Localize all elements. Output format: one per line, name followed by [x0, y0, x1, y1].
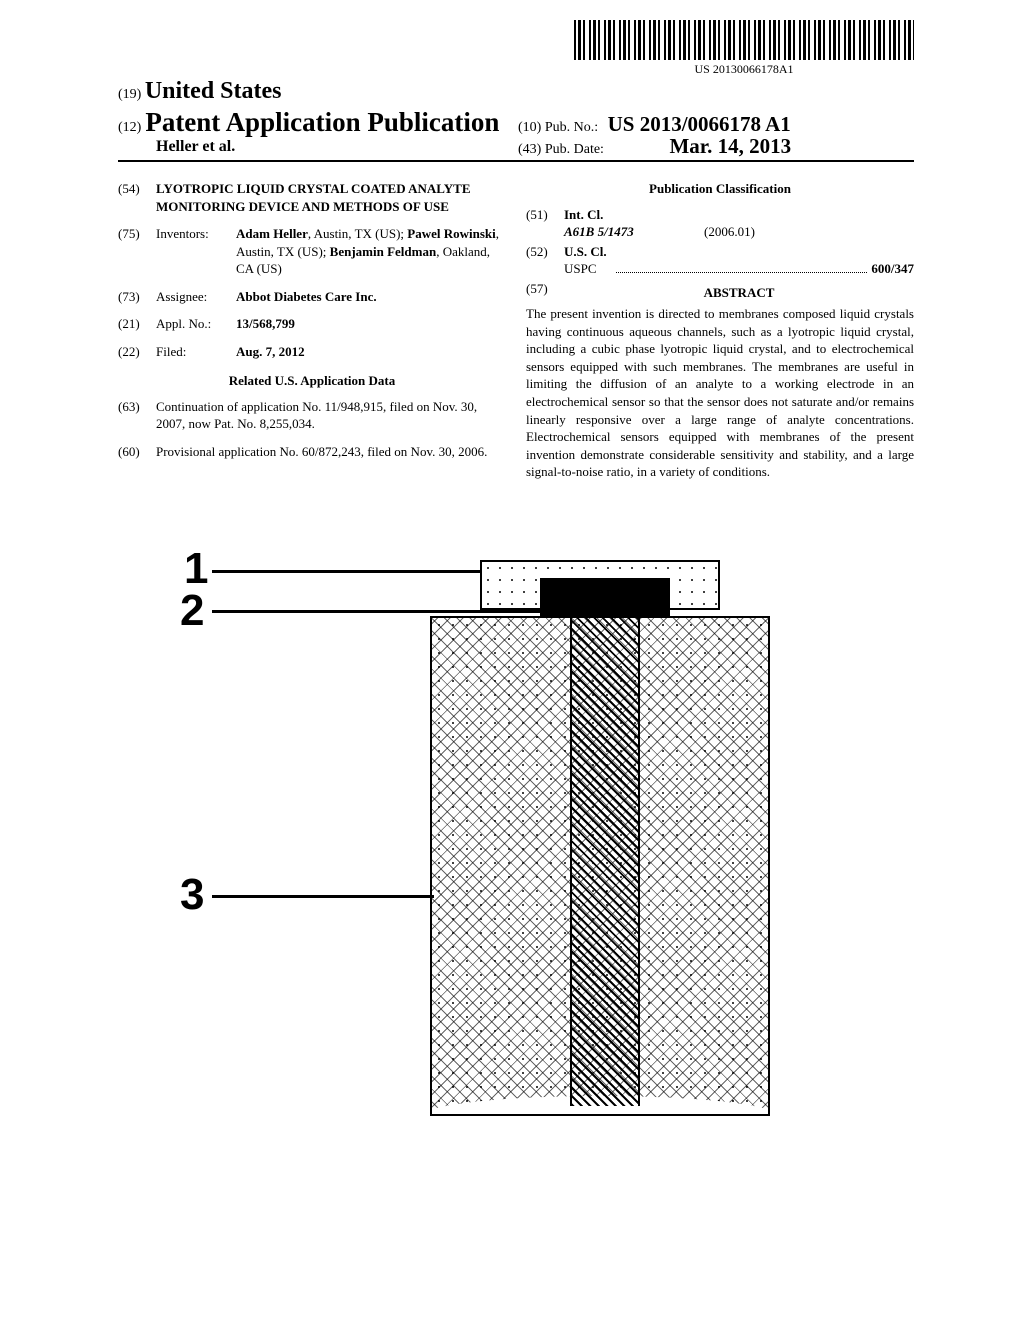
publication-number: US 2013/0066178 A1 — [608, 112, 791, 136]
continuation-text: Continuation of application No. 11/948,9… — [156, 398, 506, 433]
figure-black-rect — [540, 578, 670, 618]
country-name: United States — [145, 78, 282, 104]
assignee-label: Assignee: — [156, 288, 236, 306]
inventor-2: Pawel Rowinski — [407, 226, 495, 241]
header-divider — [118, 160, 914, 162]
header-country-row: (19) United States — [118, 78, 914, 105]
uspc-value: 600/347 — [871, 260, 914, 278]
intcl-year: (2006.01) — [704, 223, 755, 241]
inventors-entry: (75) Inventors: Adam Heller, Austin, TX … — [118, 225, 506, 278]
uspc-dots — [616, 272, 867, 273]
abstract-head-entry: (57) ABSTRACT — [526, 280, 914, 306]
publication-date: Mar. 14, 2013 — [669, 134, 791, 158]
code-51: (51) — [526, 206, 564, 241]
continuation-entry: (63) Continuation of application No. 11/… — [118, 398, 506, 433]
title-entry: (54) LYOTROPIC LIQUID CRYSTAL COATED ANA… — [118, 180, 506, 215]
code-52: (52) — [526, 243, 564, 278]
code-10: (10) — [518, 120, 541, 135]
classification-heading: Publication Classification — [526, 180, 914, 198]
uscl-entry: (52) U.S. Cl. USPC 600/347 — [526, 243, 914, 278]
inventors-label: Inventors: — [156, 225, 236, 278]
header-pubtype-row: (12) Patent Application Publication — [118, 107, 914, 138]
code-19: (19) — [118, 87, 141, 102]
intcl-label: Int. Cl. — [564, 206, 914, 224]
abstract-heading: ABSTRACT — [564, 284, 914, 302]
document-header: (19) United States (12) Patent Applicati… — [118, 78, 914, 156]
code-43: (43) — [518, 142, 541, 157]
code-75: (75) — [118, 225, 156, 278]
code-22: (22) — [118, 343, 156, 361]
code-21: (21) — [118, 315, 156, 333]
inventors-list: Adam Heller, Austin, TX (US); Pawel Rowi… — [236, 225, 506, 278]
intcl-row: A61B 5/1473 (2006.01) — [564, 223, 914, 241]
filed-date: Aug. 7, 2012 — [236, 343, 506, 361]
provisional-entry: (60) Provisional application No. 60/872,… — [118, 443, 506, 461]
inventor-1: Adam Heller — [236, 226, 308, 241]
code-54: (54) — [118, 180, 156, 215]
intcl-body: Int. Cl. A61B 5/1473 (2006.01) — [564, 206, 914, 241]
intcl-code: A61B 5/1473 — [564, 223, 704, 241]
content-columns: (54) LYOTROPIC LIQUID CRYSTAL COATED ANA… — [118, 180, 914, 481]
applno-label: Appl. No.: — [156, 315, 236, 333]
filed-label: Filed: — [156, 343, 236, 361]
header-date-row: (43) Pub. Date: Mar. 14, 2013 — [518, 134, 791, 159]
uspc-label: USPC — [564, 260, 612, 278]
figure-line-1 — [212, 570, 480, 573]
uscl-body: U.S. Cl. USPC 600/347 — [564, 243, 914, 278]
abstract-text: The present invention is directed to mem… — [526, 305, 914, 480]
pubdate-label: Pub. Date: — [545, 142, 604, 157]
uspc-row: USPC 600/347 — [564, 260, 914, 278]
figure-line-2 — [212, 610, 542, 613]
filed-entry: (22) Filed: Aug. 7, 2012 — [118, 343, 506, 361]
barcode-section: US 20130066178A1 — [574, 20, 914, 77]
inventor-3: Benjamin Feldman — [330, 244, 437, 259]
invention-title: LYOTROPIC LIQUID CRYSTAL COATED ANALYTE … — [156, 180, 506, 215]
assignee-entry: (73) Assignee: Abbot Diabetes Care Inc. — [118, 288, 506, 306]
barcode-image — [574, 20, 914, 60]
barcode-text: US 20130066178A1 — [574, 62, 914, 77]
code-63: (63) — [118, 398, 156, 433]
related-heading: Related U.S. Application Data — [118, 372, 506, 390]
assignee-name: Abbot Diabetes Care Inc. — [236, 288, 506, 306]
patent-figure: 1 2 3 — [160, 560, 860, 1120]
application-number: 13/568,799 — [236, 315, 506, 333]
code-57: (57) — [526, 280, 564, 306]
provisional-text: Provisional application No. 60/872,243, … — [156, 443, 506, 461]
intcl-entry: (51) Int. Cl. A61B 5/1473 (2006.01) — [526, 206, 914, 241]
code-60: (60) — [118, 443, 156, 461]
figure-inner-column — [570, 616, 640, 1106]
left-column: (54) LYOTROPIC LIQUID CRYSTAL COATED ANA… — [118, 180, 506, 481]
right-column: Publication Classification (51) Int. Cl.… — [526, 180, 914, 481]
applno-entry: (21) Appl. No.: 13/568,799 — [118, 315, 506, 333]
code-73: (73) — [118, 288, 156, 306]
figure-line-3 — [212, 895, 434, 898]
uscl-label: U.S. Cl. — [564, 243, 914, 261]
figure-label-3: 3 — [180, 870, 204, 920]
pubno-label: Pub. No.: — [545, 120, 598, 135]
code-12: (12) — [118, 120, 141, 135]
publication-type: Patent Application Publication — [145, 107, 499, 137]
figure-label-2: 2 — [180, 586, 204, 636]
